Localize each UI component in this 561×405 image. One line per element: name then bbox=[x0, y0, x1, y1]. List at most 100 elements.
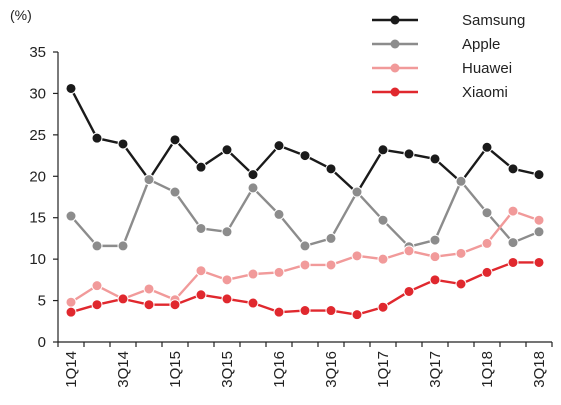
data-point bbox=[221, 274, 233, 286]
data-point bbox=[377, 144, 389, 156]
x-tick-label: 1Q16 bbox=[271, 351, 288, 388]
series-line-apple bbox=[70, 178, 540, 248]
data-point bbox=[429, 251, 441, 263]
data-point bbox=[143, 299, 155, 311]
legend-label: Apple bbox=[462, 36, 500, 53]
data-point bbox=[299, 240, 311, 252]
data-point bbox=[325, 163, 337, 175]
data-point bbox=[91, 240, 103, 252]
data-point bbox=[325, 259, 337, 271]
data-point bbox=[507, 205, 519, 217]
data-point bbox=[65, 210, 77, 222]
x-tick-label: 3Q16 bbox=[323, 351, 340, 388]
y-tick-label: 15 bbox=[29, 210, 46, 227]
series-apple bbox=[65, 174, 545, 253]
x-tick-label: 1Q17 bbox=[375, 351, 392, 388]
series-lines bbox=[65, 82, 545, 321]
legend-swatch-marker bbox=[390, 87, 400, 97]
y-tick-label: 10 bbox=[29, 251, 46, 268]
data-point bbox=[247, 297, 259, 309]
data-point bbox=[533, 214, 545, 226]
data-point bbox=[143, 174, 155, 186]
x-tick-label: 3Q18 bbox=[531, 351, 548, 388]
data-point bbox=[273, 306, 285, 318]
data-point bbox=[195, 289, 207, 301]
data-point bbox=[65, 296, 77, 308]
data-point bbox=[273, 140, 285, 152]
y-tick-label: 30 bbox=[29, 85, 46, 102]
legend-swatch-marker bbox=[390, 15, 400, 25]
data-point bbox=[455, 175, 467, 187]
y-tick-label: 5 bbox=[38, 293, 46, 310]
data-point bbox=[377, 301, 389, 313]
data-point bbox=[91, 280, 103, 292]
data-point bbox=[91, 299, 103, 311]
x-tick-label: 1Q14 bbox=[63, 351, 80, 388]
legend-item-huawei: Huawei bbox=[372, 60, 512, 77]
data-point bbox=[195, 265, 207, 277]
data-point bbox=[247, 169, 259, 181]
data-point bbox=[169, 299, 181, 311]
data-point bbox=[377, 253, 389, 265]
data-point bbox=[247, 182, 259, 194]
data-point bbox=[403, 285, 415, 297]
data-point bbox=[325, 232, 337, 244]
y-tick-label: 20 bbox=[29, 168, 46, 185]
data-point bbox=[117, 293, 129, 305]
y-tick-label: 25 bbox=[29, 127, 46, 144]
legend-label: Huawei bbox=[462, 60, 512, 77]
data-point bbox=[65, 82, 77, 94]
x-tick-label: 1Q15 bbox=[167, 351, 184, 388]
y-tick-label: 0 bbox=[38, 334, 46, 351]
axes: (%) 0 5 10 15 20 25 30 35 1Q14 3Q14 1Q15 3Q15 1Q16 3Q1… bbox=[10, 7, 553, 388]
data-point bbox=[299, 259, 311, 271]
data-point bbox=[481, 266, 493, 278]
data-point bbox=[377, 214, 389, 226]
data-point bbox=[403, 148, 415, 160]
legend-swatch-marker bbox=[390, 63, 400, 73]
data-point bbox=[481, 207, 493, 219]
data-point bbox=[247, 268, 259, 280]
y-tick-label: 35 bbox=[29, 44, 46, 61]
legend-item-samsung: Samsung bbox=[372, 12, 525, 29]
data-point bbox=[351, 250, 363, 262]
data-point bbox=[455, 278, 467, 290]
legend-item-apple: Apple bbox=[372, 36, 500, 53]
data-point bbox=[65, 306, 77, 318]
data-point bbox=[117, 240, 129, 252]
data-point bbox=[429, 274, 441, 286]
series-xiaomi bbox=[65, 256, 545, 321]
data-point bbox=[221, 144, 233, 156]
data-point bbox=[195, 222, 207, 234]
data-point bbox=[507, 256, 519, 268]
data-point bbox=[169, 134, 181, 146]
data-point bbox=[143, 283, 155, 295]
data-point bbox=[299, 150, 311, 162]
data-point bbox=[481, 141, 493, 153]
y-axis-unit-label: (%) bbox=[10, 7, 32, 23]
data-point bbox=[117, 138, 129, 150]
data-point bbox=[325, 305, 337, 317]
legend-item-xiaomi: Xiaomi bbox=[372, 84, 508, 101]
data-point bbox=[403, 245, 415, 257]
data-point bbox=[533, 226, 545, 238]
legend-label: Samsung bbox=[462, 12, 525, 29]
x-tick-label: 3Q15 bbox=[219, 351, 236, 388]
x-tick-label: 3Q17 bbox=[427, 351, 444, 388]
data-point bbox=[169, 186, 181, 198]
data-point bbox=[273, 266, 285, 278]
legend-swatch-marker bbox=[390, 39, 400, 49]
data-point bbox=[481, 237, 493, 249]
series-line-huawei bbox=[70, 209, 540, 304]
data-point bbox=[221, 293, 233, 305]
data-point bbox=[533, 256, 545, 268]
data-point bbox=[455, 247, 467, 259]
data-point bbox=[533, 169, 545, 181]
data-point bbox=[507, 237, 519, 249]
data-point bbox=[221, 226, 233, 238]
data-point bbox=[351, 309, 363, 321]
x-tick-label: 1Q18 bbox=[479, 351, 496, 388]
data-point bbox=[429, 153, 441, 165]
